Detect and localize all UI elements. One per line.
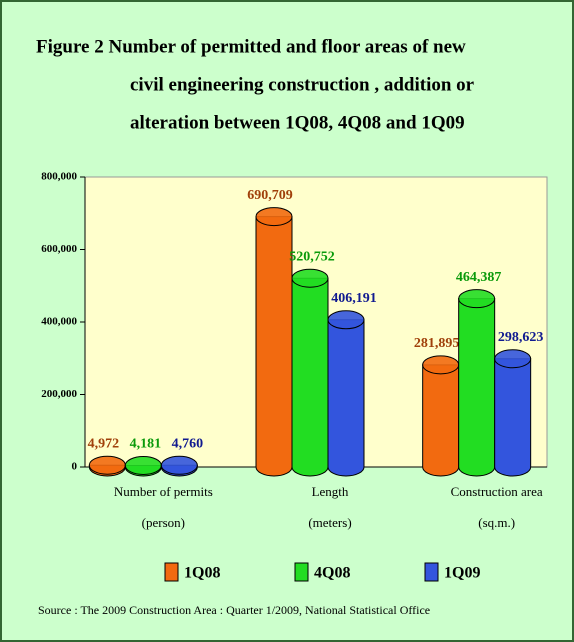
legend-swatch [164,562,179,582]
legend-swatch [294,562,309,582]
bar [422,355,460,477]
chart-title: alteration between 1Q08, 4Q08 and 1Q09 [130,112,465,133]
value-label: 520,752 [289,249,335,264]
x-tick-label: Construction area [451,484,543,499]
bar-part [494,349,532,369]
legend-label: 1Q09 [444,565,480,582]
value-label: 4,181 [130,437,162,452]
x-tick-label: (meters) [308,515,351,530]
y-tick-label: 0 [72,461,78,473]
bar [160,455,198,477]
bar [327,310,365,477]
y-tick-label: 200,000 [41,388,77,400]
bar-part [494,358,532,477]
legend-label: 4Q08 [314,565,350,582]
value-label: 4,760 [172,436,204,451]
bar-part [458,298,496,477]
bar-part [124,455,162,475]
legend-swatch [424,562,439,582]
bar [494,349,532,477]
chart-title: civil engineering construction , additio… [130,74,475,95]
value-label: 298,623 [498,330,544,345]
bar-part [255,216,293,477]
bar-part [327,310,365,330]
bar-part [422,364,460,477]
source: Source : The 2009 Construction Area : Qu… [38,603,430,617]
bar-part [255,207,293,227]
bar-part [291,268,329,288]
bar-part [327,319,365,477]
legend-label: 1Q08 [184,565,220,582]
bar [255,207,293,477]
x-tick-label: Number of permits [114,484,213,499]
y-tick-label: 600,000 [41,243,77,255]
bar-part [458,289,496,309]
value-label: 690,709 [247,188,293,203]
x-tick-label: Length [312,484,349,499]
bar-part [422,355,460,375]
value-label: 464,387 [456,270,502,285]
y-tick-label: 400,000 [41,316,77,328]
bar-part [160,455,198,475]
bar [291,268,329,477]
x-tick-label: (sq.m.) [478,515,515,530]
bar-part [291,277,329,477]
bar [88,455,126,477]
bar [458,289,496,477]
chart-title: Figure 2 Number of permitted and floor a… [36,36,466,57]
x-tick-label: (person) [142,515,185,530]
value-label: 406,191 [331,291,377,306]
y-tick-label: 800,000 [41,171,77,183]
bar [124,455,162,477]
bar-part [88,455,126,475]
value-label: 4,972 [88,436,120,451]
value-label: 281,895 [414,336,460,351]
